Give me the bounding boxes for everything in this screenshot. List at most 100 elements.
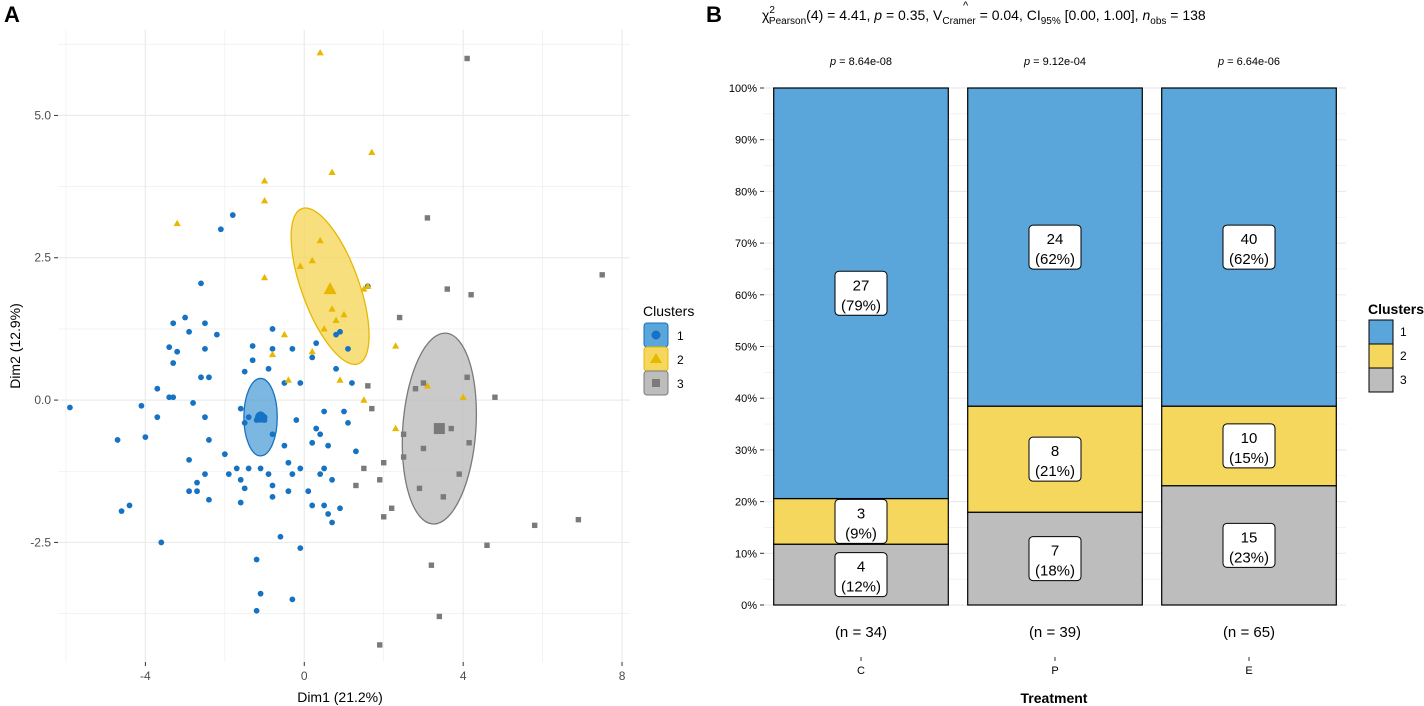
cluster-2-point bbox=[284, 376, 292, 383]
cluster-2-point bbox=[280, 330, 289, 338]
cluster-1-point bbox=[317, 431, 324, 438]
bar-label-box bbox=[834, 552, 888, 598]
scatter-points bbox=[67, 48, 605, 648]
n-label: (n = 65) bbox=[1223, 624, 1275, 641]
cluster-3-point bbox=[424, 215, 431, 221]
cluster-3-centroid bbox=[433, 423, 445, 435]
bar-y-tick-label: 80% bbox=[735, 186, 757, 198]
cluster-1-point bbox=[174, 348, 181, 355]
cluster-1-point bbox=[237, 499, 244, 506]
bar-y-tick-label: 30% bbox=[735, 445, 757, 457]
bar-label-count: 3 bbox=[857, 505, 865, 522]
cluster-3-point bbox=[428, 562, 435, 568]
cluster-2-point bbox=[392, 342, 400, 349]
cluster-1-point bbox=[114, 437, 121, 443]
cluster-1-point bbox=[349, 380, 355, 386]
cluster-1-point bbox=[166, 394, 173, 401]
cluster-3-point bbox=[396, 314, 403, 321]
cluster-3-point bbox=[381, 460, 387, 466]
cluster-1-point bbox=[241, 368, 248, 375]
cluster-2-point bbox=[308, 256, 316, 264]
cluster-3-point bbox=[436, 613, 443, 620]
bar-label-box bbox=[1028, 224, 1082, 270]
cluster-1-point bbox=[249, 357, 256, 364]
cluster-1-point bbox=[337, 505, 343, 512]
bar-label-box bbox=[1028, 436, 1082, 482]
y-tick-label: 0.0 bbox=[34, 393, 51, 407]
cluster-1-point bbox=[265, 365, 272, 372]
bar-x-tick-label: P bbox=[1051, 665, 1058, 677]
cluster-1-point bbox=[170, 360, 177, 366]
cluster-3-point bbox=[377, 477, 383, 483]
p-value-label: p = 8.64e-08 bbox=[829, 56, 892, 68]
cluster-3-point bbox=[381, 514, 387, 520]
cluster-3-point bbox=[484, 542, 490, 548]
bar-label-box bbox=[834, 270, 888, 316]
cluster-1-point bbox=[345, 345, 351, 352]
cluster-1-point bbox=[253, 556, 260, 563]
cluster-1-point bbox=[138, 402, 145, 409]
cluster-2-point bbox=[392, 424, 400, 432]
cluster-1-point bbox=[249, 343, 256, 349]
cluster-3-point bbox=[388, 505, 395, 511]
cluster-1-point bbox=[158, 539, 165, 546]
cluster-3-point bbox=[466, 440, 472, 446]
bar-y-tick-label: 0% bbox=[741, 600, 757, 612]
cluster-3-point bbox=[420, 445, 427, 452]
cluster-1-point bbox=[281, 442, 288, 449]
cluster-3-point bbox=[416, 485, 423, 492]
cluster-1-point bbox=[170, 320, 177, 327]
cluster-1-point bbox=[142, 434, 149, 440]
bar-label-count: 10 bbox=[1241, 430, 1258, 447]
cluster-1-point bbox=[321, 502, 328, 509]
cluster-2-point bbox=[423, 382, 432, 389]
legend-b-key-1 bbox=[1368, 319, 1394, 345]
cluster-3-point bbox=[369, 405, 375, 412]
cluster-1-point bbox=[206, 496, 212, 503]
v-hat-mark: ^ bbox=[963, 0, 969, 12]
bar-label-count: 7 bbox=[1051, 543, 1059, 560]
cluster-1-point bbox=[154, 414, 161, 421]
cluster-1-point bbox=[154, 385, 161, 392]
cluster-1-point bbox=[337, 328, 343, 335]
bar-label-percent: (62%) bbox=[1229, 251, 1269, 268]
cluster-1-point bbox=[233, 465, 240, 472]
bar-label-count: 24 bbox=[1047, 231, 1064, 248]
n-label: (n = 34) bbox=[835, 624, 887, 641]
cluster-1-point bbox=[269, 431, 276, 438]
bar-label-box bbox=[1028, 536, 1082, 582]
bar-n-labels: (n = 34) (n = 39) (n = 65) bbox=[835, 624, 1275, 641]
cluster-1-point bbox=[269, 482, 276, 489]
cluster-1-point bbox=[253, 607, 260, 614]
cluster-1-point bbox=[289, 596, 296, 603]
legend-a: Clusters 1 2 3 bbox=[643, 303, 694, 396]
cluster-1-point bbox=[202, 320, 208, 327]
cluster-1-point bbox=[202, 345, 208, 352]
cluster-1-point bbox=[333, 365, 339, 372]
x-tick-label: 8 bbox=[619, 669, 626, 683]
cluster-3-point bbox=[464, 374, 470, 381]
cluster-2-point bbox=[340, 310, 348, 318]
legend-a-label-2: 2 bbox=[677, 353, 684, 367]
cluster-1-point bbox=[237, 476, 244, 483]
cluster-3-point bbox=[468, 292, 474, 298]
cluster-1-point bbox=[297, 465, 304, 472]
cluster-1-point bbox=[285, 488, 292, 495]
legend-a-title: Clusters bbox=[643, 303, 694, 319]
cluster-2-point bbox=[328, 168, 336, 175]
bar-y-axis-ticks: 0% 10% 20% 30% 40% 50% 60% 70% 80% 90% 100% bbox=[729, 83, 764, 612]
cluster-1-point bbox=[225, 471, 232, 478]
bar-label-count: 15 bbox=[1241, 529, 1258, 546]
cluster-2-point bbox=[296, 262, 304, 269]
cluster-1-point bbox=[186, 456, 192, 463]
cluster-2-point bbox=[332, 316, 340, 323]
cluster-2-point bbox=[459, 393, 467, 400]
cluster-1-point bbox=[297, 380, 304, 386]
cluster-2-point bbox=[328, 305, 336, 312]
cluster-1-point bbox=[194, 479, 200, 486]
cluster-1-point bbox=[202, 414, 208, 421]
bar-p-value-labels: p = 8.64e-08 p = 9.12e-04 p = 6.64e-06 bbox=[829, 56, 1280, 68]
cluster-2-point bbox=[336, 376, 344, 383]
cluster-1-point bbox=[194, 488, 200, 495]
